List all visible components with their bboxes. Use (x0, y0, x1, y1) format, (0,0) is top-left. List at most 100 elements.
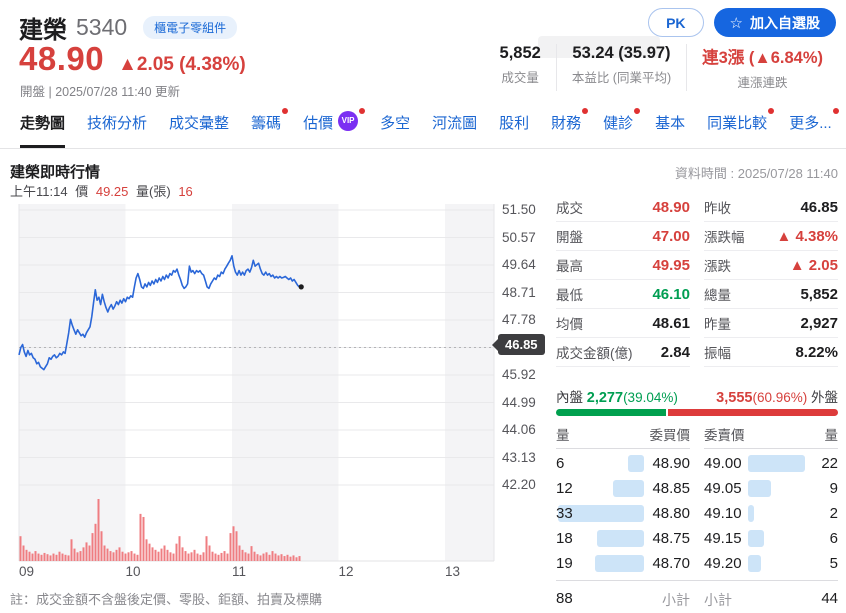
bid-price[interactable]: 48.75 (652, 530, 690, 547)
quote-column-right: 昨收 46.85 漲跌幅 ▲ 4.38% 漲跌 ▲ 2.05 總量 5,852 昨量 2,927 振… (704, 193, 838, 367)
header-buy-price: 委買價 (649, 428, 691, 443)
tab-trend[interactable]: 走勢圖 (20, 112, 66, 148)
bid-price[interactable]: 48.85 (652, 480, 690, 497)
quote-value: 48.61 (652, 314, 690, 332)
tab-label: 健診 (603, 115, 634, 132)
ask-price[interactable]: 49.05 (704, 480, 742, 497)
market-status-line: 開盤 | 2025/07/28 11:40 更新 (20, 85, 181, 99)
ask-volume-bar (748, 480, 771, 497)
data-timestamp: 資料時間 : 2025/07/28 11:40 (674, 166, 838, 181)
order-book-row: 12 48.85 49.05 9 (556, 476, 838, 501)
tab-financials[interactable]: 財務 (551, 108, 589, 148)
quote-value: ▲ 4.38% (776, 227, 838, 245)
fading-toast (538, 36, 660, 58)
y-axis-label: 49.64 (502, 257, 536, 272)
notification-dot-icon (582, 108, 589, 114)
quote-row: 漲跌幅 ▲ 4.38% (704, 222, 838, 251)
quote-label: 漲跌幅 (704, 230, 745, 245)
cursor-volume-label: 量(張) (136, 184, 171, 199)
tab-bar: 走勢圖 技術分析 成交彙整 籌碼 估價 VIP 多空 河流圖 股利 財務 健診 基本 同業比較 更多... (0, 108, 846, 149)
notification-dot-icon (282, 108, 289, 114)
tab-more[interactable]: 更多... (789, 108, 839, 148)
tab-chips[interactable]: 籌碼 (251, 108, 289, 148)
bid-qty: 18 (556, 530, 573, 547)
add-watchlist-label: 加入自選股 (750, 14, 820, 31)
bid-price[interactable]: 48.90 (652, 455, 690, 472)
tab-checkup[interactable]: 健診 (603, 108, 641, 148)
quick-stat-label: 成交量 (501, 71, 539, 85)
tab-label: 基本 (655, 115, 686, 132)
prev-close-tag: 46.85 (492, 334, 545, 355)
tab-label: 更多... (789, 115, 832, 132)
bid-price[interactable]: 48.70 (652, 555, 690, 572)
ask-volume-bar (748, 455, 805, 472)
notification-dot-icon (768, 108, 775, 114)
ask-volume-bar (748, 505, 754, 522)
bid-volume-bar (597, 530, 644, 547)
price-row: 48.90 ▲2.05 (4.38%) (19, 40, 246, 78)
quote-row: 最低 46.10 (556, 280, 690, 309)
tab-transactions[interactable]: 成交彙整 (169, 112, 229, 148)
tab-label: 技術分析 (87, 115, 148, 132)
quote-row: 成交 48.90 (556, 193, 690, 222)
quote-value: 47.00 (652, 227, 690, 245)
y-axis-label: 50.57 (502, 229, 536, 245)
tab-dividend[interactable]: 股利 (499, 112, 529, 148)
ask-price[interactable]: 49.10 (704, 505, 742, 522)
cursor-time: 上午11:14 (10, 184, 68, 199)
inner-label: 內盤 (556, 390, 583, 405)
quote-label: 最低 (556, 288, 583, 303)
bid-half: 12 48.85 (556, 476, 690, 501)
quote-row: 振幅 8.22% (704, 338, 838, 367)
quick-stat-value: 連3漲 (▲6.84%) (702, 49, 823, 67)
bid-price[interactable]: 48.80 (652, 505, 690, 522)
x-axis-label: 12 (338, 564, 354, 579)
tab-label: 走勢圖 (20, 115, 66, 132)
add-watchlist-button[interactable]: ☆ 加入自選股 (713, 8, 836, 37)
tab-river[interactable]: 河流圖 (432, 112, 477, 148)
bid-half: 6 48.90 (556, 451, 690, 476)
order-book-row: 33 48.80 49.10 2 (556, 501, 838, 526)
tab-label: 財務 (551, 115, 582, 132)
order-book-rows: 6 48.90 49.00 22 12 48.85 49.05 9 33 48.80 49.10 2 1… (556, 451, 838, 576)
quote-label: 成交 (556, 201, 583, 216)
quote-value: 8.22% (795, 343, 838, 361)
ask-qty: 2 (829, 505, 838, 522)
ask-price[interactable]: 49.15 (704, 530, 742, 547)
quick-stat-label: 本益比 (同業平均) (571, 71, 672, 85)
cursor-price-label: 價 (75, 184, 89, 199)
notification-dot-icon (832, 108, 839, 114)
inner-value: 2,277 (586, 390, 624, 406)
quote-value: 49.95 (652, 256, 690, 274)
intraday-chart[interactable]: 46.85 51.50 50.57 49.64 48.71 47.78 45.92 44.9… (10, 200, 550, 592)
quick-stats: 5,852 成交量 53.24 (35.97) 本益比 (同業平均) 連3漲 (▲6.8… (485, 44, 838, 91)
y-axis-label: 44.99 (502, 394, 536, 410)
tab-valuation[interactable]: 估價 VIP (303, 108, 366, 148)
x-axis-label: 13 (445, 564, 461, 579)
quote-row: 昨收 46.85 (704, 193, 838, 222)
ask-qty: 9 (829, 480, 838, 497)
quote-row: 昨量 2,927 (704, 309, 838, 338)
inner-stat: 內盤 2,277(39.04%) (556, 386, 678, 406)
ask-half: 49.20 5 (704, 551, 838, 576)
ask-price[interactable]: 49.20 (704, 555, 742, 572)
inner-outer-row: 內盤 2,277(39.04%) 3,555(60.96%) 外盤 (556, 386, 838, 406)
quote-label: 漲跌 (704, 259, 731, 274)
pk-button[interactable]: PK (648, 8, 704, 37)
outer-pct: (60.96%) (752, 390, 808, 405)
quote-label: 開盤 (556, 230, 583, 245)
tab-basics[interactable]: 基本 (655, 112, 685, 148)
category-tag[interactable]: 櫃電子零組件 (143, 16, 238, 39)
bid-half: 33 48.80 (556, 501, 690, 526)
y-axis-label: 44.06 (502, 422, 536, 437)
tab-long-short[interactable]: 多空 (380, 112, 410, 148)
y-axis-label: 45.92 (502, 367, 536, 382)
tab-peers[interactable]: 同業比較 (707, 108, 775, 148)
quote-value: 46.10 (652, 285, 690, 303)
ask-half: 49.15 6 (704, 526, 838, 551)
tab-technical[interactable]: 技術分析 (87, 112, 147, 148)
order-book-subtotal: 88 小計 小計 44 (556, 580, 838, 611)
quote-row: 最高 49.95 (556, 251, 690, 280)
quick-stat-2: 連3漲 (▲6.84%) 連漲連跌 (686, 44, 838, 91)
ask-price[interactable]: 49.00 (704, 455, 742, 472)
